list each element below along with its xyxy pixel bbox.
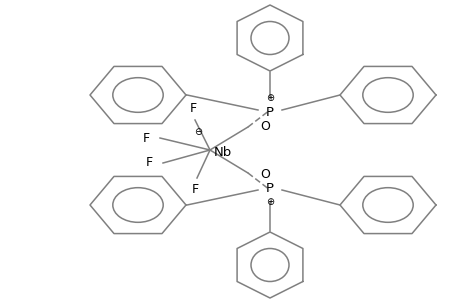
Text: ⊖: ⊖ (194, 127, 202, 137)
Text: F: F (189, 102, 196, 115)
Text: F: F (191, 183, 198, 196)
Text: F: F (143, 131, 150, 145)
Text: O: O (259, 119, 269, 133)
Text: F: F (146, 157, 153, 169)
Text: Nb: Nb (213, 146, 232, 158)
Text: P: P (265, 182, 274, 194)
Text: P: P (265, 106, 274, 118)
Text: ⊕: ⊕ (265, 197, 274, 207)
Text: O: O (259, 167, 269, 181)
Text: ⊕: ⊕ (265, 93, 274, 103)
